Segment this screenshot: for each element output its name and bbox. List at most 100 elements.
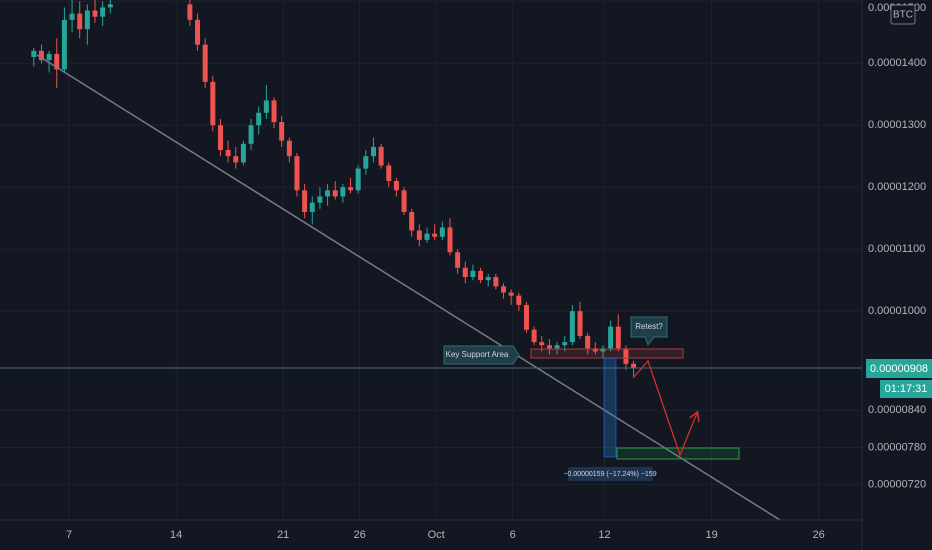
countdown-tag (880, 380, 932, 398)
candle-body (31, 50, 37, 58)
y-tick-label: 0.00001200 (868, 181, 926, 193)
currency: BTC (893, 10, 913, 21)
candle-body (84, 10, 90, 30)
candle-body (470, 270, 476, 278)
candle-body (585, 335, 591, 349)
candle-body (309, 202, 315, 212)
measure-label: −0.00000159 (−17.24%) −159 (563, 471, 656, 478)
candle-body (325, 190, 331, 197)
x-tick-label: 6 (510, 529, 516, 541)
candle-body (248, 125, 254, 144)
y-tick-label: 0.00001000 (868, 305, 926, 317)
candle-body (577, 311, 583, 336)
candle-body (424, 233, 430, 240)
candle-body (294, 156, 300, 191)
retest-label: Retest? (635, 322, 663, 331)
candle-body (455, 252, 461, 268)
y-tick-label: 0.00000780 (868, 441, 926, 453)
candle-body (386, 165, 392, 181)
candle-body (539, 342, 545, 346)
candle-body (516, 295, 522, 305)
candle-body (600, 348, 606, 352)
candle-body (225, 149, 231, 157)
candle-body (187, 4, 193, 20)
candle-body (263, 100, 269, 113)
support-label: Key Support Area (446, 350, 509, 359)
candle-body (370, 146, 376, 157)
support-callout (443, 345, 520, 365)
candle-body (54, 53, 60, 70)
candle-body (546, 345, 552, 349)
candle-body (61, 19, 67, 70)
last-price-label: 0.00000908 (870, 363, 928, 375)
candle-body (38, 50, 44, 61)
currency-box (890, 4, 916, 25)
candle-body (623, 348, 629, 364)
x-tick-label: Oct (428, 529, 445, 541)
y-tick-label: 0.00000720 (868, 479, 926, 491)
candle-body (107, 4, 113, 8)
x-tick-label: 7 (66, 529, 72, 541)
candle-body (317, 196, 323, 203)
candle-body (508, 292, 514, 296)
x-tick-label: 21 (277, 529, 289, 541)
candle-body (462, 267, 468, 278)
grid (0, 0, 862, 520)
candle-body (393, 180, 399, 191)
candle-body (409, 211, 415, 231)
candle-body (348, 187, 354, 191)
candle-body (46, 53, 52, 61)
candle-body (485, 277, 491, 281)
candle-body (478, 270, 484, 281)
candle-body (562, 342, 568, 346)
y-tick-label: 0.00001400 (868, 57, 926, 69)
candle-body (608, 326, 614, 349)
y-tick-label: 0.00000840 (868, 404, 926, 416)
candle-body (92, 10, 98, 17)
candle-body (523, 304, 529, 330)
projection-arrow (632, 359, 697, 457)
candle-body (240, 143, 246, 163)
candle-body (615, 326, 621, 349)
candle-body (355, 168, 361, 191)
candle-body (271, 100, 277, 123)
candle-body (501, 286, 507, 293)
x-tick-label: 12 (598, 529, 610, 541)
candle-body (340, 187, 346, 197)
candle-body (210, 81, 216, 126)
candle-body (233, 156, 239, 163)
candle-body (77, 13, 83, 30)
candle-body (569, 311, 575, 343)
candle-body (416, 230, 422, 240)
resistance-box (530, 348, 684, 359)
candle-body (332, 190, 338, 197)
measure-box (603, 357, 617, 458)
retest-callout (630, 316, 668, 347)
candle-body (217, 125, 223, 150)
candle-body (100, 7, 106, 17)
x-tick-label: 26 (813, 529, 825, 541)
x-tick-label: 14 (170, 529, 182, 541)
measure-label-bg (568, 467, 653, 481)
candle-body (279, 122, 285, 141)
candle-body (302, 190, 308, 212)
candle-body (432, 233, 438, 237)
candle-body (493, 277, 499, 287)
y-tick-label: 0.00001100 (868, 243, 925, 255)
candle-body (592, 348, 598, 352)
x-tick-label: 26 (354, 529, 366, 541)
candle-body (631, 363, 637, 369)
candle-body (286, 140, 292, 157)
candle-body (202, 44, 208, 82)
candle-body (531, 329, 537, 343)
trend-line (36, 54, 781, 520)
countdown: 01:17:31 (885, 383, 928, 395)
candles (31, 0, 637, 377)
candle-body (378, 146, 384, 166)
candle-body (256, 112, 262, 126)
x-tick-label: 19 (705, 529, 717, 541)
last-price-tag (866, 359, 932, 378)
candle-body (447, 227, 453, 253)
candle-body (363, 156, 369, 169)
